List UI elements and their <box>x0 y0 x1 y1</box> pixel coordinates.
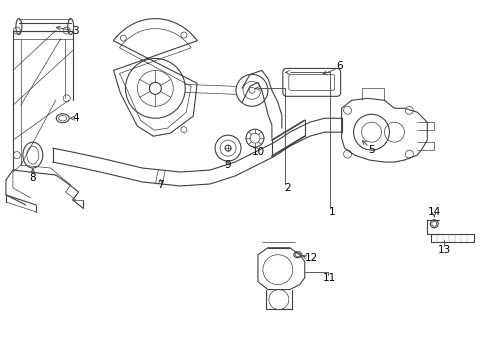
Text: 5: 5 <box>368 145 375 155</box>
Text: 12: 12 <box>305 253 318 263</box>
Text: 3: 3 <box>73 26 79 36</box>
Text: 2: 2 <box>285 183 291 193</box>
Text: 1: 1 <box>328 207 335 217</box>
Text: 7: 7 <box>157 180 164 190</box>
Text: 13: 13 <box>438 245 451 255</box>
Text: 11: 11 <box>323 273 336 283</box>
Text: 6: 6 <box>336 62 343 71</box>
Text: 10: 10 <box>251 147 265 157</box>
Text: 4: 4 <box>73 113 79 123</box>
Text: 8: 8 <box>29 173 36 183</box>
Text: 14: 14 <box>428 207 441 217</box>
Text: 9: 9 <box>225 160 231 170</box>
